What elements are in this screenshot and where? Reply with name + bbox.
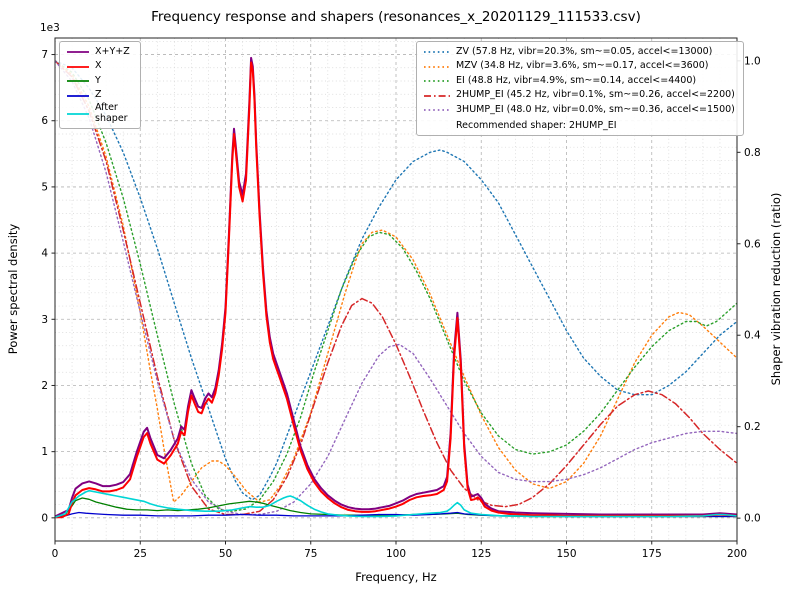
legend-label: Y [95,74,101,86]
legend-line-sample [424,80,450,83]
series-zv [55,60,737,501]
y-right-tick-label: 0.2 [744,421,761,433]
series-ei [55,60,737,512]
x-tick-label: 200 [727,548,747,560]
legend-entry: Y [66,74,134,89]
legend-entry: Z [66,89,134,104]
legend-psd: X+Y+Z X Y Z After shaper [59,41,141,129]
tick-labels: 0 25 50 75 100 125 150 175 200 0 1 2 3 4 5 6 7 0.0 0.2 0.4 0… [41,49,761,560]
recommended-shaper-text: Recommended shaper: 2HUMP_EI [456,119,617,131]
legend-line-sample [67,65,89,68]
legend-label: After shaper [95,102,128,124]
legend-line-sample [67,113,89,115]
legend-line-sample [67,94,89,97]
legend-entry: ZV (57.8 Hz, vibr=20.3%, sm~=0.05, accel… [423,45,737,60]
legend-label: EI (48.8 Hz, vibr=4.9%, sm~=0.14, accel<… [456,74,697,86]
chart-title: Frequency response and shapers (resonanc… [151,9,641,25]
x-tick-label: 50 [219,548,232,560]
y-right-tick-label: 0.4 [744,330,761,342]
legend-label: 2HUMP_EI (45.2 Hz, vibr=0.1%, sm~=0.26, … [456,89,735,101]
legend-line-sample [67,51,89,54]
legend-label: X [95,60,102,72]
y-left-tick-label: 3 [41,314,48,326]
series-x [55,61,737,519]
legend-shapers: ZV (57.8 Hz, vibr=20.3%, sm~=0.05, accel… [416,41,744,137]
legend-entry: After shaper [66,102,134,125]
y-left-tick-label: 2 [41,380,48,392]
legend-line-sample [424,109,450,112]
y-left-tick-label: 7 [41,49,48,61]
y-right-tick-label: 1.0 [744,55,761,67]
y-left-tick-label: 0 [41,512,48,524]
y-left-tick-label: 1 [41,446,48,458]
series-2hump-ei [55,60,737,516]
legend-label: MZV (34.8 Hz, vibr=3.6%, sm~=0.17, accel… [456,60,709,72]
legend-entry: MZV (34.8 Hz, vibr=3.6%, sm~=0.17, accel… [423,60,737,75]
x-tick-label: 150 [556,548,576,560]
legend-label: 3HUMP_EI (48.0 Hz, vibr=0.0%, sm~=0.36, … [456,103,735,115]
x-tick-label: 25 [134,548,147,560]
legend-entry: X [66,60,134,75]
y-right-tick-label: 0.0 [744,513,761,525]
y-left-tick-label: 4 [41,248,48,260]
x-tick-label: 75 [304,548,317,560]
x-tick-label: 0 [52,548,59,560]
y-axis-right-label: Shaper vibration reduction (ratio) [769,193,783,386]
y-axis-left-label: Power spectral density [6,224,20,355]
y-left-tick-label: 5 [41,181,48,193]
x-tick-label: 100 [386,548,406,560]
legend-entry: 2HUMP_EI (45.2 Hz, vibr=0.1%, sm~=0.26, … [423,89,737,104]
series-3hump-ei [55,60,737,516]
x-tick-label: 125 [471,548,491,560]
legend-label: ZV (57.8 Hz, vibr=20.3%, sm~=0.05, accel… [456,45,713,57]
data-series [55,56,737,519]
y-axis-offset-label: 1e3 [40,22,60,34]
series-after-shaper [55,489,737,518]
legend-label: Z [95,89,102,101]
legend-entry: X+Y+Z [66,45,134,60]
legend-line-sample [424,65,450,68]
y-right-tick-label: 0.6 [744,238,761,250]
y-right-tick-label: 0.8 [744,147,761,159]
legend-entry: EI (48.8 Hz, vibr=4.9%, sm~=0.14, accel<… [423,74,737,89]
legend-label: X+Y+Z [95,45,130,57]
legend-line-sample [67,80,89,83]
x-tick-label: 175 [642,548,662,560]
y-left-tick-label: 6 [41,115,48,127]
legend-line-sample [424,94,450,97]
legend-entry: 3HUMP_EI (48.0 Hz, vibr=0.0%, sm~=0.36, … [423,103,737,118]
legend-line-sample [424,51,450,54]
x-axis-label: Frequency, Hz [355,570,436,584]
